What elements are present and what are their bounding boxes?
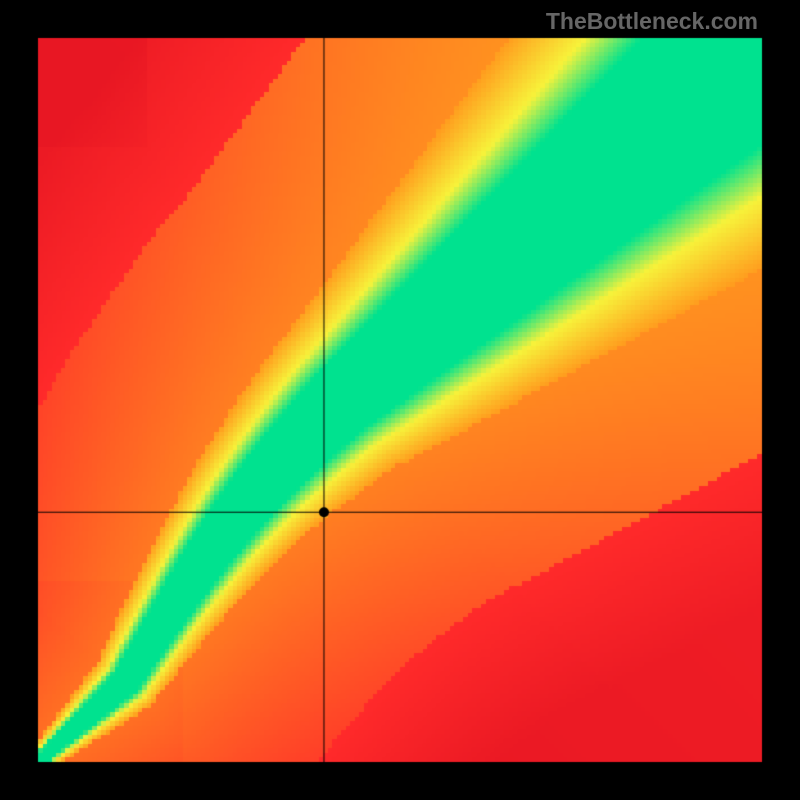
chart-container: TheBottleneck.com [0, 0, 800, 800]
watermark-text: TheBottleneck.com [546, 8, 758, 35]
bottleneck-heatmap [0, 0, 800, 800]
